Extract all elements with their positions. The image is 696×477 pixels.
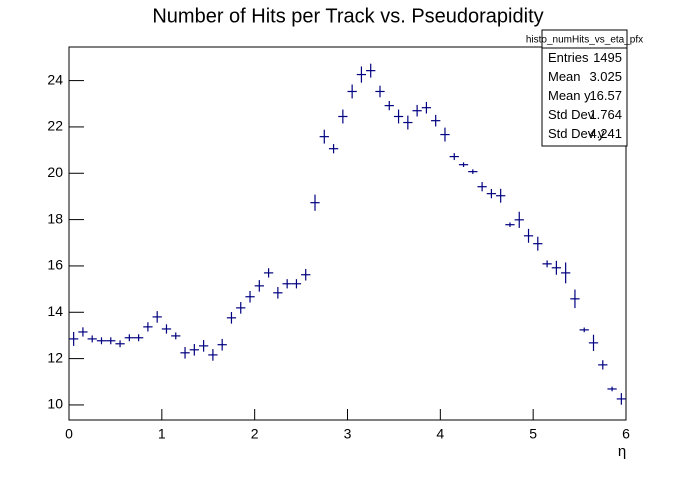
x-tick-label: 3 <box>344 426 352 442</box>
x-tick-label: 5 <box>529 426 537 442</box>
chart-title: Number of Hits per Track vs. Pseudorapid… <box>152 5 543 27</box>
y-tick-label: 18 <box>47 210 63 226</box>
y-tick-label: 14 <box>47 303 63 319</box>
x-tick-label: 2 <box>251 426 259 442</box>
stats-value: 4.241 <box>589 126 622 141</box>
y-tick-label: 20 <box>47 164 63 180</box>
stats-label: Std Dev y <box>548 126 605 141</box>
stats-value: 1.764 <box>589 107 622 122</box>
stats-label: Std Dev <box>548 107 595 122</box>
stats-value: 3.025 <box>589 69 622 84</box>
y-tick-label: 22 <box>47 118 63 134</box>
stats-label: Mean <box>548 69 581 84</box>
x-tick-label: 0 <box>65 426 73 442</box>
stats-value: 1495 <box>593 50 622 65</box>
y-tick-label: 16 <box>47 257 63 273</box>
y-tick-label: 12 <box>47 349 63 365</box>
stats-label: Entries <box>548 50 589 65</box>
stats-value: 16.57 <box>589 88 622 103</box>
y-tick-label: 10 <box>47 396 63 412</box>
x-axis-label: η <box>618 443 626 460</box>
x-tick-label: 1 <box>158 426 166 442</box>
stats-box <box>541 29 628 147</box>
x-tick-label: 6 <box>622 426 630 442</box>
stats-label: Mean y <box>548 88 591 103</box>
y-tick-label: 24 <box>47 71 63 87</box>
stats-title: histo_numHits_vs_eta_pfx <box>526 35 643 46</box>
x-tick-label: 4 <box>436 426 444 442</box>
